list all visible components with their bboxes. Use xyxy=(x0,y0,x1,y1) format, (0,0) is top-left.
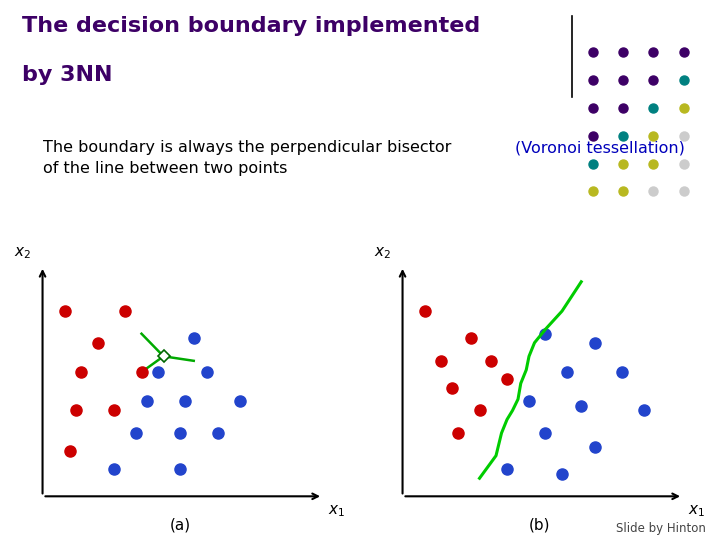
Text: $x_2$: $x_2$ xyxy=(374,246,392,261)
Text: $x_1$: $x_1$ xyxy=(688,503,706,519)
Text: The boundary is always the perpendicular bisector
of the line between two points: The boundary is always the perpendicular… xyxy=(43,140,451,177)
Text: The decision boundary implemented: The decision boundary implemented xyxy=(22,16,480,36)
Text: (Voronoi tessellation): (Voronoi tessellation) xyxy=(515,140,685,156)
Text: (b): (b) xyxy=(529,517,551,532)
Text: by 3NN: by 3NN xyxy=(22,65,112,85)
Text: $x_2$: $x_2$ xyxy=(14,246,32,261)
Text: Slide by Hinton: Slide by Hinton xyxy=(616,522,706,535)
Text: $x_1$: $x_1$ xyxy=(328,503,346,519)
Text: (a): (a) xyxy=(169,517,191,532)
